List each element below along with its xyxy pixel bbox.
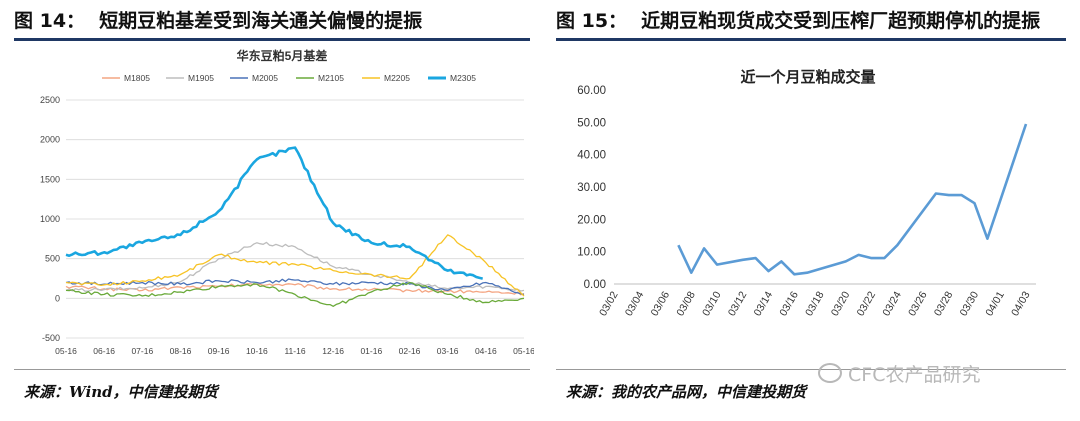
series-line-m1905 bbox=[65, 241, 525, 292]
legend-label-m2205: M2205 bbox=[384, 73, 410, 83]
x-tick-label: 05-16 bbox=[55, 346, 77, 356]
y-tick-label: 40.00 bbox=[577, 150, 606, 162]
left-chart-x-axis: 05-16 06-16 07-16 08-16 09-16 10-16 11-16 12-16… bbox=[55, 346, 534, 356]
y-tick-label: 2000 bbox=[40, 135, 60, 145]
y-tick-label: 50.00 bbox=[577, 117, 606, 129]
right-figure-title: 图 15： 近期豆粕现货成交受到压榨厂超预期停机的提振 bbox=[556, 6, 1040, 33]
y-tick-label: 1000 bbox=[40, 214, 60, 224]
right-source: 来源：我的农产品网，中信建投期货 bbox=[566, 383, 807, 401]
legend-label-m1805: M1805 bbox=[124, 73, 150, 83]
right-chart-title: 近一个月豆粕成交量 bbox=[740, 68, 875, 86]
x-tick-label: 11-16 bbox=[284, 346, 305, 356]
right-chart-y-axis: 60.00 50.00 40.00 30.00 20.00 10.00 0.00 bbox=[577, 85, 1036, 291]
y-tick-label: 10.00 bbox=[577, 247, 606, 259]
x-tick-label: 01-16 bbox=[360, 346, 382, 356]
legend-label-m2005: M2005 bbox=[252, 73, 278, 83]
legend-label-m1905: M1905 bbox=[188, 73, 214, 83]
legend-item-m2305: M2305 bbox=[428, 73, 476, 83]
x-tick-label: 09-16 bbox=[208, 346, 230, 356]
left-source: 来源：Wind，中信建投期货 bbox=[24, 383, 218, 401]
legend-item-m2105: M2105 bbox=[296, 73, 344, 83]
series-line-m2005 bbox=[65, 278, 525, 296]
series-line-volume bbox=[677, 123, 1028, 276]
right-title-rule bbox=[556, 38, 1066, 41]
y-tick-label: 60.00 bbox=[577, 85, 606, 97]
left-title-rule bbox=[14, 38, 530, 41]
right-figure-number: 图 15： bbox=[556, 10, 628, 32]
y-tick-label: 0.00 bbox=[584, 279, 606, 291]
right-chart-series bbox=[677, 123, 1028, 276]
y-tick-label: 0 bbox=[55, 293, 60, 303]
x-tick-label: 04-16 bbox=[475, 346, 497, 356]
x-tick-label: 05-16 bbox=[513, 346, 534, 356]
left-footer-rule bbox=[14, 369, 530, 370]
y-tick-label: 30.00 bbox=[577, 182, 606, 194]
left-figure-caption: 短期豆粕基差受到海关通关偏慢的提振 bbox=[99, 10, 423, 32]
watermark-text: CFC农产品研究 bbox=[848, 364, 981, 386]
watermark: CFC农产品研究 bbox=[818, 360, 980, 387]
left-chart-series bbox=[65, 146, 525, 307]
right-figure-caption: 近期豆粕现货成交受到压榨厂超预期停机的提振 bbox=[641, 10, 1041, 32]
volume-line-chart: 近一个月豆粕成交量 60.00 50.00 40.00 30.00 20.00 10.00… bbox=[556, 42, 1066, 366]
wechat-icon bbox=[818, 363, 842, 383]
y-tick-label: -500 bbox=[42, 333, 60, 343]
series-line-m2105 bbox=[65, 281, 525, 307]
y-tick-label: 1500 bbox=[40, 174, 60, 184]
right-footer-rule bbox=[556, 369, 1066, 370]
x-tick-label: 06-16 bbox=[93, 346, 115, 356]
x-tick-label: 02-16 bbox=[399, 346, 421, 356]
x-tick-label: 08-16 bbox=[170, 346, 192, 356]
y-tick-label: 2500 bbox=[40, 95, 60, 105]
legend-item-m2005: M2005 bbox=[230, 73, 278, 83]
y-tick-label: 20.00 bbox=[577, 214, 606, 226]
legend-item-m1905: M1905 bbox=[166, 73, 214, 83]
x-tick-label: 03-16 bbox=[437, 346, 459, 356]
legend-label-m2105: M2105 bbox=[318, 73, 344, 83]
y-tick-label: 500 bbox=[45, 254, 60, 264]
x-tick-label: 07-16 bbox=[131, 346, 153, 356]
left-chart-legend: M1805 M1905 M2005 M2105 M2205 M2305 bbox=[102, 73, 476, 83]
x-tick-label: 10-16 bbox=[246, 346, 268, 356]
legend-item-m1805: M1805 bbox=[102, 73, 150, 83]
left-figure-number: 图 14： bbox=[14, 10, 86, 32]
left-chart-grid bbox=[66, 99, 524, 339]
series-line-m2205 bbox=[65, 234, 525, 297]
left-figure-title: 图 14： 短期豆粕基差受到海关通关偏慢的提振 bbox=[14, 6, 422, 33]
left-chart-title: 华东豆粕5月基差 bbox=[237, 48, 328, 63]
series-line-m2305 bbox=[65, 146, 483, 280]
legend-item-m2205: M2205 bbox=[362, 73, 410, 83]
legend-label-m2305: M2305 bbox=[450, 73, 476, 83]
series-line-m1805 bbox=[65, 282, 525, 296]
left-chart-y-axis: 2500 2000 1500 1000 500 0 -500 bbox=[40, 95, 60, 343]
basis-line-chart: 华东豆粕5月基差 M1805 M1905 M2005 M2105 M2205 M2305 … bbox=[14, 42, 534, 366]
x-tick-label: 12-16 bbox=[322, 346, 344, 356]
